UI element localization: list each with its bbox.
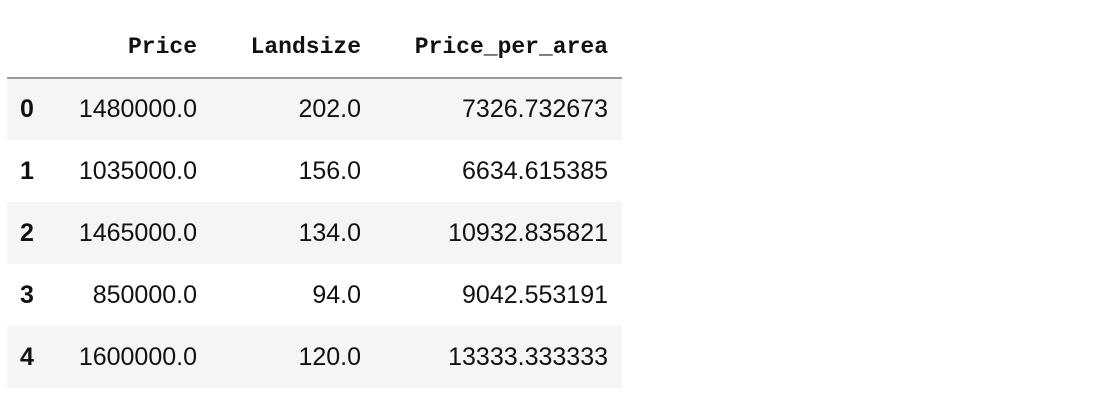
header-row: Price Landsize Price_per_area xyxy=(7,16,622,79)
table-row: 4 1600000.0 120.0 13333.333333 xyxy=(7,326,622,388)
cell-landsize: 94.0 xyxy=(312,280,361,309)
table-header: Price Landsize Price_per_area xyxy=(7,16,622,79)
cell-price: 1600000.0 xyxy=(78,342,197,371)
row-index: 1 xyxy=(20,156,34,185)
row-index: 4 xyxy=(20,342,34,371)
column-header-price: Price xyxy=(47,16,211,79)
table-row: 1 1035000.0 156.0 6634.615385 xyxy=(7,140,622,202)
cell-price-per-area: 6634.615385 xyxy=(462,156,608,185)
cell-price: 850000.0 xyxy=(92,280,197,309)
cell-price-per-area: 9042.553191 xyxy=(462,280,608,309)
cell-landsize: 134.0 xyxy=(298,218,361,247)
cell-landsize: 156.0 xyxy=(298,156,361,185)
row-index: 3 xyxy=(20,280,34,309)
table-row: 0 1480000.0 202.0 7326.732673 xyxy=(7,78,622,140)
table-row: 3 850000.0 94.0 9042.553191 xyxy=(7,264,622,326)
cell-price-per-area: 7326.732673 xyxy=(462,95,608,123)
dataframe-table: Price Landsize Price_per_area 0 1480000.… xyxy=(7,16,622,388)
cell-price-per-area: 10932.835821 xyxy=(448,218,608,247)
column-header-price-per-area: Price_per_area xyxy=(375,16,622,79)
table-row: 2 1465000.0 134.0 10932.835821 xyxy=(7,202,622,264)
table-body: 0 1480000.0 202.0 7326.732673 1 1035000.… xyxy=(7,78,622,388)
index-column-header xyxy=(7,16,47,79)
cell-price-per-area: 13333.333333 xyxy=(448,342,608,371)
cell-price: 1465000.0 xyxy=(78,218,197,247)
column-header-landsize: Landsize xyxy=(211,16,375,79)
row-index: 0 xyxy=(20,95,34,123)
cell-price: 1035000.0 xyxy=(78,156,197,185)
cell-landsize: 202.0 xyxy=(298,95,361,123)
row-index: 2 xyxy=(20,218,34,247)
cell-landsize: 120.0 xyxy=(298,342,361,371)
cell-price: 1480000.0 xyxy=(78,95,197,123)
